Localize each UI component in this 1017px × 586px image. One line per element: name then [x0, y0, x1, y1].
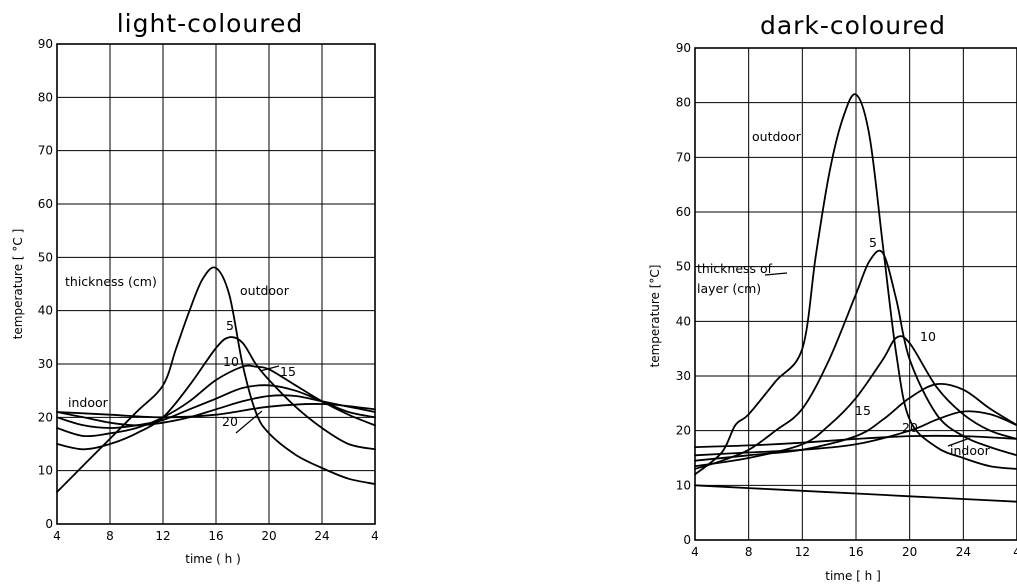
x-tick-label: 24 [956, 545, 971, 559]
chart-title: dark-coloured [760, 11, 946, 40]
annotation-t5: 5 [869, 235, 877, 250]
annotation-t20: 20 [222, 414, 238, 429]
y-tick-label: 90 [676, 41, 691, 55]
y-tick-label: 70 [38, 144, 53, 158]
y-tick-label: 20 [38, 410, 53, 424]
x-tick-label: 8 [745, 545, 753, 559]
annotation-leader [235, 410, 263, 434]
grid [56, 43, 376, 525]
annotation-leader [259, 365, 280, 372]
annotation-t10: 10 [920, 329, 936, 344]
light-coloured-panel: light-coloured 0 10 20 30 40 50 60 70 80 90 4 8 12 16 2… [11, 9, 379, 566]
y-tick-label: 60 [676, 205, 691, 219]
y-tick-label: 80 [38, 90, 53, 104]
x-tick-label: 12 [155, 529, 170, 543]
series-line-outdoor [694, 93, 1017, 476]
x-axis-label: time ( h ) [185, 552, 241, 566]
x-tick-label: 4 [371, 529, 379, 543]
annotation-outdoor: outdoor [752, 129, 802, 144]
y-tick-label: 70 [676, 150, 691, 164]
series-line-10 [694, 335, 1017, 468]
annotation-indoor: indoor [950, 443, 991, 458]
x-tick-label: 12 [795, 545, 810, 559]
x-tick-label: 16 [208, 529, 223, 543]
x-tick-label: 4 [691, 545, 699, 559]
y-tick-label: 80 [676, 96, 691, 110]
series-line-outdoor [56, 266, 376, 493]
annotation-leader [764, 272, 788, 276]
annotation-leader [947, 437, 971, 447]
annotation-t5: 5 [226, 318, 234, 333]
y-tick-label: 30 [676, 369, 691, 383]
annotation-t10: 10 [223, 354, 239, 369]
y-tick-label: 50 [38, 250, 53, 264]
chart-title: light-coloured [117, 9, 304, 38]
annotation-thickness-line2: layer (cm) [697, 281, 761, 296]
annotation-t20: 20 [902, 420, 918, 435]
x-tick-label: 8 [106, 529, 114, 543]
series-line-15 [694, 382, 1017, 462]
y-tick-label: 0 [45, 517, 53, 531]
series-line-indoor [56, 403, 376, 419]
x-tick-label: 4 [1013, 545, 1017, 559]
series-line-reference [694, 484, 1017, 503]
y-tick-label: 30 [38, 357, 53, 371]
y-tick-label: 10 [676, 478, 691, 492]
y-tick-label: 40 [676, 314, 691, 328]
series-line-20 [56, 394, 376, 427]
x-tick-label: 24 [314, 529, 329, 543]
annotation-t15: 15 [280, 364, 296, 379]
plot-frame [694, 47, 1017, 541]
y-axis-label: temperature [°C] [648, 265, 662, 368]
y-tick-label: 40 [38, 304, 53, 318]
y-tick-label: 0 [683, 533, 691, 547]
y-tick-label: 10 [38, 464, 53, 478]
x-axis-label: time [ h ] [825, 569, 881, 583]
annotation-indoor: indoor [68, 395, 109, 410]
annotation-thickness-line1: thickness of [697, 261, 773, 276]
series-line-20 [694, 410, 1017, 457]
y-tick-label: 20 [676, 424, 691, 438]
dark-coloured-panel: dark-coloured 0 10 20 30 40 50 60 70 80 90 4 8 12 16 20… [648, 11, 1017, 583]
annotation-outdoor: outdoor [240, 283, 290, 298]
series-line-indoor [694, 434, 1017, 448]
x-tick-label: 16 [848, 545, 863, 559]
series-line-5 [56, 336, 376, 451]
y-tick-label: 50 [676, 260, 691, 274]
y-tick-label: 90 [38, 37, 53, 51]
y-axis-label: temperature [ °C ] [11, 229, 25, 340]
x-tick-label: 4 [53, 529, 61, 543]
x-tick-label: 20 [902, 545, 917, 559]
annotation-t15: 15 [855, 403, 871, 418]
plot-frame [56, 43, 376, 525]
x-tick-label: 20 [261, 529, 276, 543]
annotation-thickness: thickness (cm) [65, 274, 157, 289]
y-tick-label: 60 [38, 197, 53, 211]
